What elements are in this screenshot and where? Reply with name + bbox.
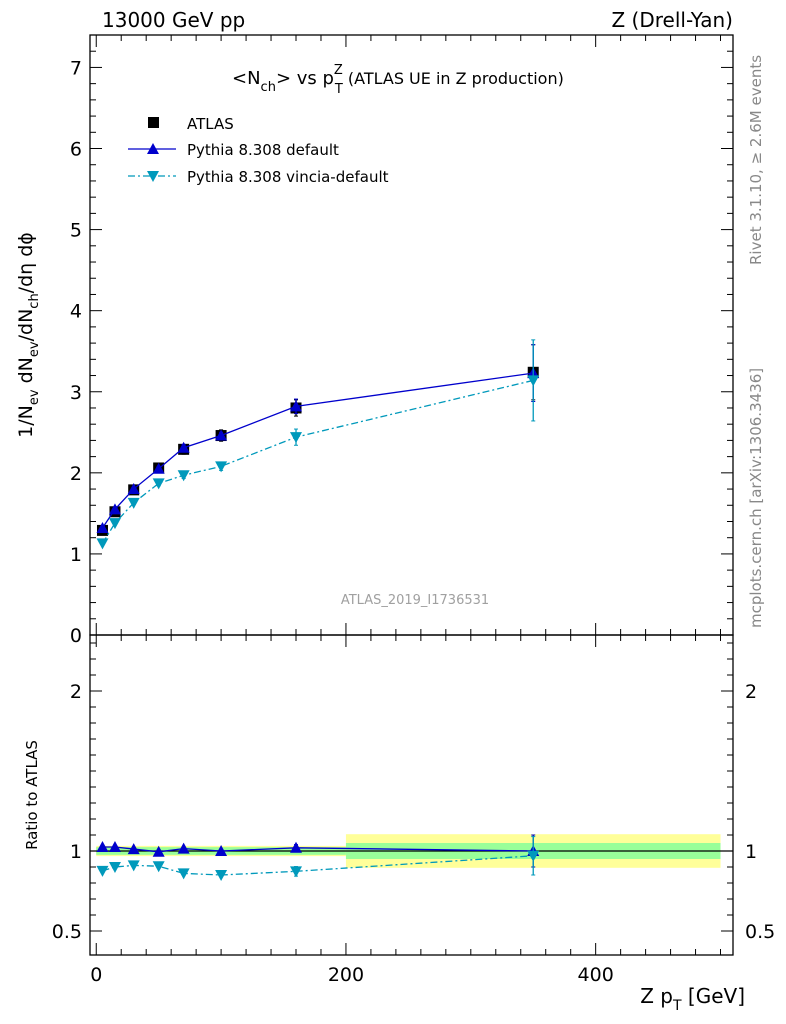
vincia-point-5 <box>215 461 228 473</box>
ratio-ytick-label-right-0.5: 0.5 <box>745 921 775 943</box>
vincia-point-6 <box>290 432 303 444</box>
vincia-point-7 <box>527 375 540 387</box>
xlabel: Z pT [GeV] <box>640 984 745 1014</box>
ratio-default-point-5 <box>215 845 228 856</box>
xlabel-p0: Z p <box>640 984 673 1008</box>
legend-label-vincia: Pythia 8.308 vincia-default <box>187 168 389 186</box>
mcplots-label: mcplots.cern.ch [arXiv:1306.3436] <box>747 368 765 628</box>
legend: ATLAS Pythia 8.308 default Pythia 8.308 … <box>128 115 389 186</box>
ratio-vincia-point-1 <box>108 862 121 873</box>
ratio-vincia-point-5 <box>215 870 228 881</box>
ylabel-p0: 1/N <box>15 405 37 438</box>
ratio-ytick-label-2: 2 <box>70 681 82 703</box>
default-line <box>101 372 534 529</box>
ratio-ylabel: Ratio to ATLAS <box>23 740 41 850</box>
ratio-vincia-point-7 <box>527 850 540 862</box>
main-ytick-label-1: 1 <box>70 544 82 566</box>
ratio-ytick-label-1: 1 <box>70 841 82 863</box>
default-point-4 <box>177 441 190 453</box>
ylabel-p2: dN <box>15 357 37 389</box>
axes: 0 1 2 3 4 5 6 7 0 200 400 0.5 0.5 1 1 2 2 <box>52 34 775 986</box>
ratio-vincia-point-0 <box>96 865 109 877</box>
default-point-6 <box>290 400 303 412</box>
ratio-ytick-label-right-2: 2 <box>745 681 757 703</box>
ratio-default-point-2 <box>127 843 140 855</box>
default-point-0 <box>96 521 109 533</box>
main-title: <Nch> vs pZ T (ATLAS UE in Z production) <box>232 63 564 97</box>
default-point-3 <box>152 462 165 474</box>
ylabel-p4: /dN <box>15 309 37 342</box>
main-ytick-label-2: 2 <box>70 463 82 485</box>
legend-label-atlas: ATLAS <box>187 115 234 133</box>
title-rest: (ATLAS UE in Z production) <box>343 69 564 88</box>
ratio-default-point-4 <box>177 842 190 854</box>
header-right: Z (Drell-Yan) <box>611 8 733 32</box>
ratio-ytick-label-right-1: 1 <box>745 841 757 863</box>
title-sub-ch: ch <box>261 80 276 95</box>
analysis-watermark: ATLAS_2019_I1736531 <box>341 593 489 608</box>
main-ylabel: 1/Nev dNev/dNch/dη dϕ <box>15 232 42 438</box>
legend-marker-atlas <box>148 117 159 128</box>
ylabel-p1: ev <box>27 389 42 405</box>
xtick-label-400: 400 <box>578 964 614 986</box>
vincia-line <box>101 379 534 544</box>
ratio-default-point-0 <box>96 841 109 852</box>
main-ytick-label-0: 0 <box>70 625 82 647</box>
xtick-label-0: 0 <box>90 964 102 986</box>
title-open: <N <box>232 68 261 89</box>
ratio-vincia-point-6 <box>290 866 303 878</box>
ratio-vincia-point-4 <box>177 868 190 880</box>
ratio-ytick-label-0.5: 0.5 <box>52 921 82 943</box>
ratio-default-point-1 <box>108 841 121 852</box>
rivet-label: Rivet 3.1.10, ≥ 2.6M events <box>747 55 765 265</box>
xtick-label-200: 200 <box>328 964 364 986</box>
vincia-point-0 <box>96 538 109 550</box>
header-left: 13000 GeV pp <box>102 8 245 32</box>
ratio-default-point-3 <box>152 845 165 857</box>
main-data-marks <box>96 339 540 550</box>
ylabel-p6: /dη dϕ <box>15 232 37 293</box>
main-ytick-label-6: 6 <box>70 139 82 161</box>
main-ytick-label-3: 3 <box>70 382 82 404</box>
title-sup-z: Z <box>334 63 343 78</box>
xlabel-p1: T <box>672 998 682 1014</box>
legend-marker-default <box>147 143 159 154</box>
vincia-point-3 <box>152 478 165 490</box>
legend-marker-vincia <box>147 171 159 182</box>
vincia-point-4 <box>177 470 190 482</box>
title-mid: > vs p <box>276 68 334 89</box>
default-point-5 <box>215 429 228 441</box>
ylabel-p5: ch <box>27 293 42 308</box>
main-ytick-label-4: 4 <box>70 301 82 323</box>
main-ytick-label-7: 7 <box>70 57 82 79</box>
vincia-point-2 <box>127 497 140 509</box>
main-ytick-label-5: 5 <box>70 220 82 242</box>
legend-label-default: Pythia 8.308 default <box>187 141 339 159</box>
title-sub-t: T <box>334 82 343 97</box>
ratio-vincia-point-2 <box>127 860 140 872</box>
ratio-data-marks <box>96 834 540 881</box>
ratio-default-point-6 <box>290 841 303 853</box>
ylabel-p3: ev <box>27 341 42 357</box>
default-point-1 <box>108 503 121 515</box>
ratio-frame <box>89 634 734 956</box>
ratio-vincia-point-3 <box>152 861 165 873</box>
xlabel-p2: [GeV] <box>682 984 745 1008</box>
default-point-2 <box>127 483 140 495</box>
vincia-point-1 <box>108 518 121 530</box>
